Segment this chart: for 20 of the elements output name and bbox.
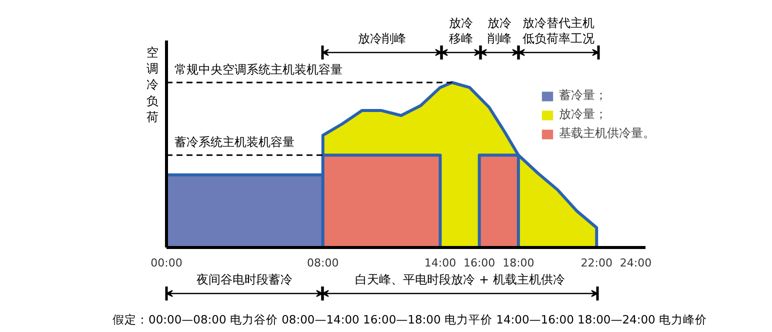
x-tick-label: 14:00 — [424, 256, 456, 270]
legend-label: 蓄冷量； — [559, 87, 607, 104]
text: 夜间谷电时段蓄冷 — [196, 272, 292, 286]
text: 放冷替代主机低负荷率工况 — [522, 16, 594, 46]
x-tick-label: 16:00 — [463, 256, 496, 270]
x-tick-label: 08:00 — [307, 256, 339, 270]
x-tick-label: 00:00 — [150, 256, 182, 270]
ref-line-label: 常规中央空调系统主机装机容量 — [174, 62, 342, 76]
text: 假定：00:00—08:00 电力谷价 08:00—14:00 16:00—18:00 电力平价 14:00—16:00 18:00—24:00 电力峰价 — [112, 312, 707, 326]
text: 放冷移峰 — [449, 16, 473, 46]
y-axis-title: 空调冷负荷 — [146, 46, 158, 124]
legend-label: 基载主机供冷量。 — [559, 125, 655, 142]
x-tick-label: 22:00 — [580, 256, 612, 270]
x-tick-label: 24:00 — [620, 256, 652, 270]
text: 白天峰、平电时段放冷 + 机载主机供冷 — [355, 272, 565, 286]
ref-line-label: 蓄冷系统主机装机容量 — [174, 135, 294, 150]
legend-label: 放冷量； — [559, 106, 607, 123]
text: 放冷削峰 — [488, 16, 512, 46]
x-tick-label: 18:00 — [502, 256, 534, 270]
text: 放冷削峰 — [358, 32, 406, 46]
